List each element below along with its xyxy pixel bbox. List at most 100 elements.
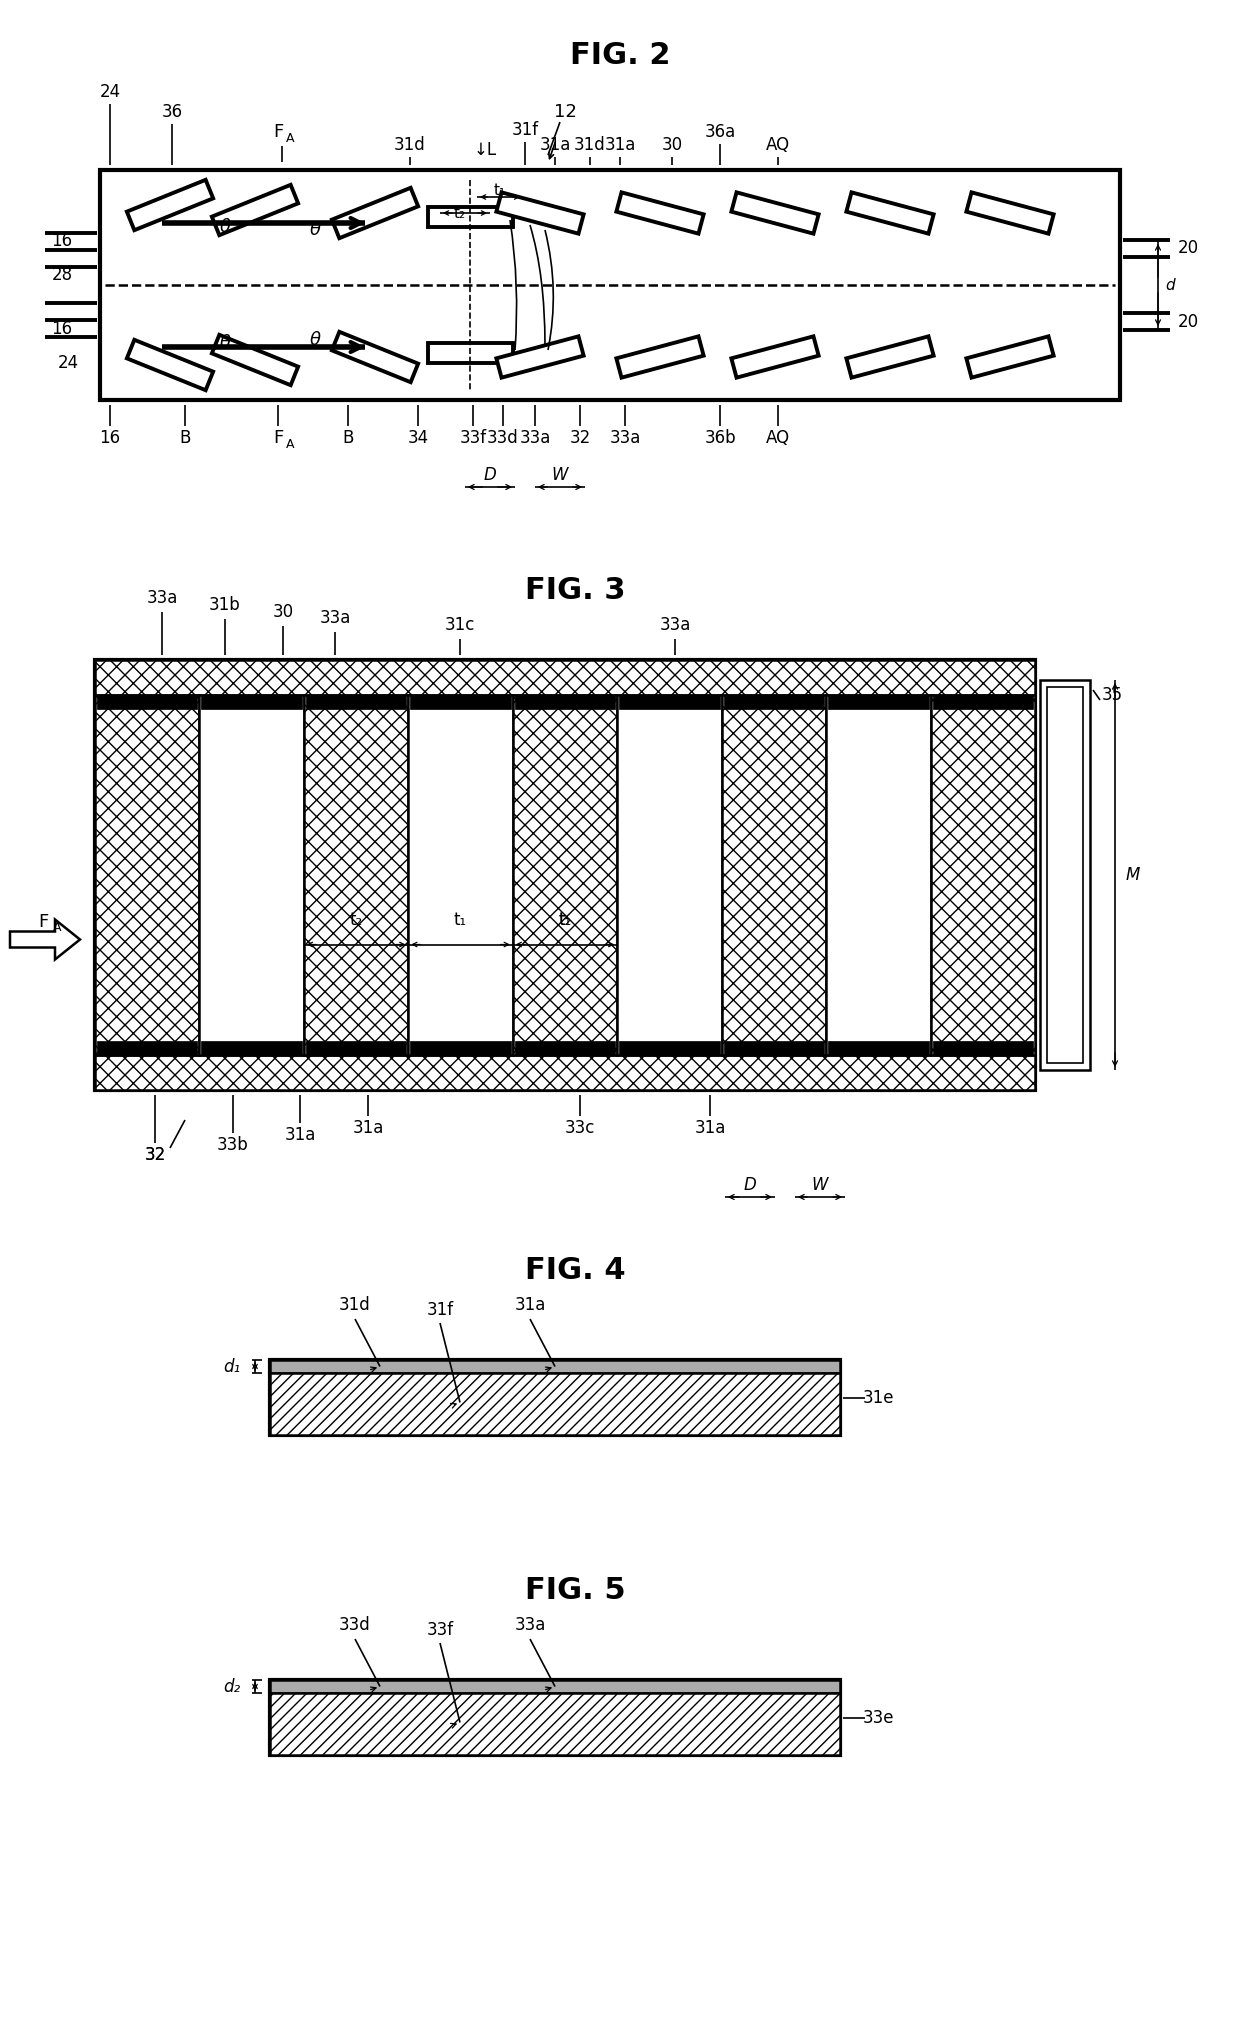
Polygon shape (200, 696, 304, 1055)
Text: 30: 30 (273, 603, 294, 621)
Text: 33f: 33f (460, 430, 486, 448)
Polygon shape (100, 169, 1120, 399)
Polygon shape (724, 1041, 825, 1055)
Text: 33d: 33d (339, 1616, 371, 1634)
Text: 31a: 31a (604, 135, 636, 153)
Text: d: d (1166, 278, 1174, 292)
Text: 32: 32 (569, 430, 590, 448)
Polygon shape (270, 1692, 839, 1755)
Text: t₂: t₂ (350, 910, 363, 928)
Text: d₁: d₁ (223, 1357, 241, 1376)
Polygon shape (496, 192, 584, 234)
Polygon shape (212, 186, 298, 236)
Text: 32: 32 (144, 1146, 166, 1164)
Text: 33a: 33a (660, 615, 691, 633)
Polygon shape (618, 696, 722, 1055)
Polygon shape (408, 696, 513, 1055)
Text: 31a: 31a (284, 1125, 316, 1144)
Text: t₂: t₂ (454, 206, 466, 220)
Polygon shape (1040, 680, 1090, 1069)
Polygon shape (97, 1041, 197, 1055)
Text: 16: 16 (51, 232, 73, 250)
Text: 31b: 31b (210, 595, 241, 613)
Text: 33f: 33f (427, 1622, 454, 1640)
Text: 31f: 31f (511, 121, 538, 139)
Polygon shape (95, 660, 1035, 696)
Text: F: F (273, 123, 283, 141)
Text: D: D (484, 466, 496, 484)
Text: 36b: 36b (704, 430, 735, 448)
Polygon shape (828, 1041, 929, 1055)
Polygon shape (616, 192, 703, 234)
Text: A: A (53, 922, 61, 934)
Text: 32: 32 (144, 1146, 166, 1164)
Text: θ: θ (219, 335, 231, 353)
Polygon shape (270, 1680, 839, 1692)
Text: A: A (285, 131, 294, 145)
Text: 30: 30 (661, 135, 682, 153)
Text: W: W (812, 1176, 828, 1194)
Text: 31e: 31e (862, 1388, 894, 1406)
Text: 33d: 33d (487, 430, 518, 448)
Polygon shape (828, 696, 929, 710)
Text: D: D (744, 1176, 756, 1194)
Text: FIG. 5: FIG. 5 (525, 1575, 625, 1604)
Text: t₁: t₁ (558, 910, 572, 928)
Polygon shape (270, 1359, 839, 1434)
Polygon shape (515, 1041, 615, 1055)
Polygon shape (332, 188, 418, 238)
Polygon shape (410, 1041, 511, 1055)
Text: 33a: 33a (320, 609, 351, 627)
Text: W: W (552, 466, 568, 484)
Polygon shape (930, 696, 1035, 1055)
Text: AQ: AQ (766, 430, 790, 448)
Polygon shape (201, 696, 301, 710)
Polygon shape (513, 696, 618, 1055)
Polygon shape (270, 1680, 839, 1755)
Text: 12: 12 (553, 103, 577, 121)
Text: F: F (273, 430, 283, 448)
Text: t₂: t₂ (558, 910, 572, 928)
Text: 20: 20 (1178, 238, 1199, 256)
Polygon shape (126, 339, 213, 389)
Text: t₁: t₁ (494, 182, 506, 198)
Text: 31a: 31a (694, 1119, 725, 1138)
Text: θ: θ (310, 331, 320, 349)
Polygon shape (496, 337, 584, 377)
Polygon shape (722, 696, 826, 1055)
Text: 20: 20 (1178, 313, 1199, 331)
Polygon shape (932, 1041, 1033, 1055)
Polygon shape (304, 696, 408, 1055)
Text: 36a: 36a (704, 123, 735, 141)
Text: 31c: 31c (445, 615, 475, 633)
Text: 31d: 31d (394, 135, 425, 153)
Polygon shape (428, 208, 512, 228)
Polygon shape (95, 696, 200, 1055)
Text: 24: 24 (99, 83, 120, 101)
Text: 34: 34 (408, 430, 429, 448)
Polygon shape (10, 920, 81, 960)
Text: 28: 28 (51, 266, 73, 284)
Polygon shape (826, 696, 930, 1055)
Polygon shape (932, 696, 1033, 710)
Polygon shape (966, 337, 1054, 377)
Text: 33e: 33e (862, 1708, 894, 1727)
Polygon shape (95, 1055, 1035, 1089)
Polygon shape (270, 1374, 839, 1434)
Text: 24: 24 (57, 355, 78, 371)
Text: FIG. 4: FIG. 4 (525, 1255, 625, 1285)
Polygon shape (212, 335, 298, 385)
Text: B: B (180, 430, 191, 448)
Polygon shape (847, 192, 934, 234)
Polygon shape (847, 337, 934, 377)
Text: 31d: 31d (339, 1297, 371, 1313)
Text: 33a: 33a (609, 430, 641, 448)
Text: θ: θ (219, 218, 231, 236)
Polygon shape (332, 333, 418, 381)
Text: 31a: 31a (352, 1119, 383, 1138)
Text: A: A (285, 438, 294, 450)
Text: B: B (342, 430, 353, 448)
Text: 31d: 31d (574, 135, 606, 153)
Text: FIG. 2: FIG. 2 (569, 40, 671, 69)
Text: 33c: 33c (564, 1119, 595, 1138)
